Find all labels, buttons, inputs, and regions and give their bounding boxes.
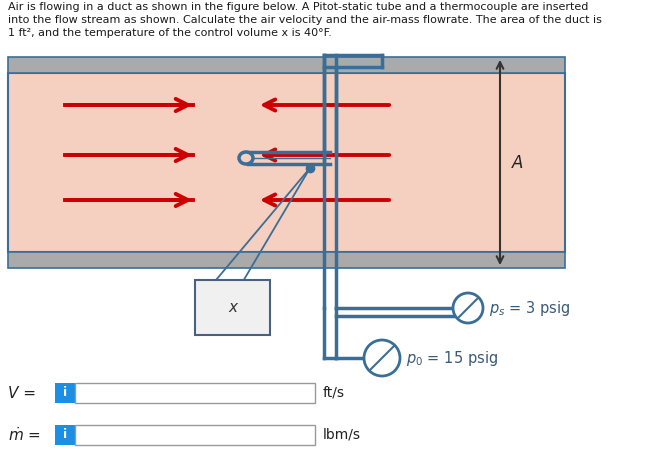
- Text: lbm/s: lbm/s: [323, 428, 361, 442]
- Bar: [8, 57, 565, 73]
- Text: x: x: [228, 300, 237, 315]
- Text: $p_s$ = 3 psig: $p_s$ = 3 psig: [489, 298, 570, 318]
- Text: Air is flowing in a duct as shown in the figure below. A Pitot-static tube and a: Air is flowing in a duct as shown in the…: [8, 2, 588, 12]
- Bar: [8, 252, 565, 268]
- Circle shape: [364, 340, 400, 376]
- Bar: [55, 383, 75, 403]
- Circle shape: [453, 293, 483, 323]
- Text: i: i: [63, 387, 67, 399]
- Text: A: A: [512, 153, 523, 171]
- Text: ft/s: ft/s: [323, 386, 345, 400]
- Text: $p_0$ = 15 psig: $p_0$ = 15 psig: [406, 348, 498, 368]
- Bar: [195, 280, 270, 335]
- Ellipse shape: [239, 152, 253, 164]
- Bar: [8, 73, 565, 252]
- Bar: [55, 425, 75, 445]
- Bar: [75, 425, 315, 445]
- Text: $\dot{m}$ =: $\dot{m}$ =: [8, 426, 41, 444]
- Text: V =: V =: [8, 386, 36, 401]
- Text: 1 ft², and the temperature of the control volume x is 40°F.: 1 ft², and the temperature of the contro…: [8, 28, 332, 38]
- Text: i: i: [63, 429, 67, 441]
- Text: into the flow stream as shown. Calculate the air velocity and the air-mass flowr: into the flow stream as shown. Calculate…: [8, 15, 602, 25]
- Bar: [75, 383, 315, 403]
